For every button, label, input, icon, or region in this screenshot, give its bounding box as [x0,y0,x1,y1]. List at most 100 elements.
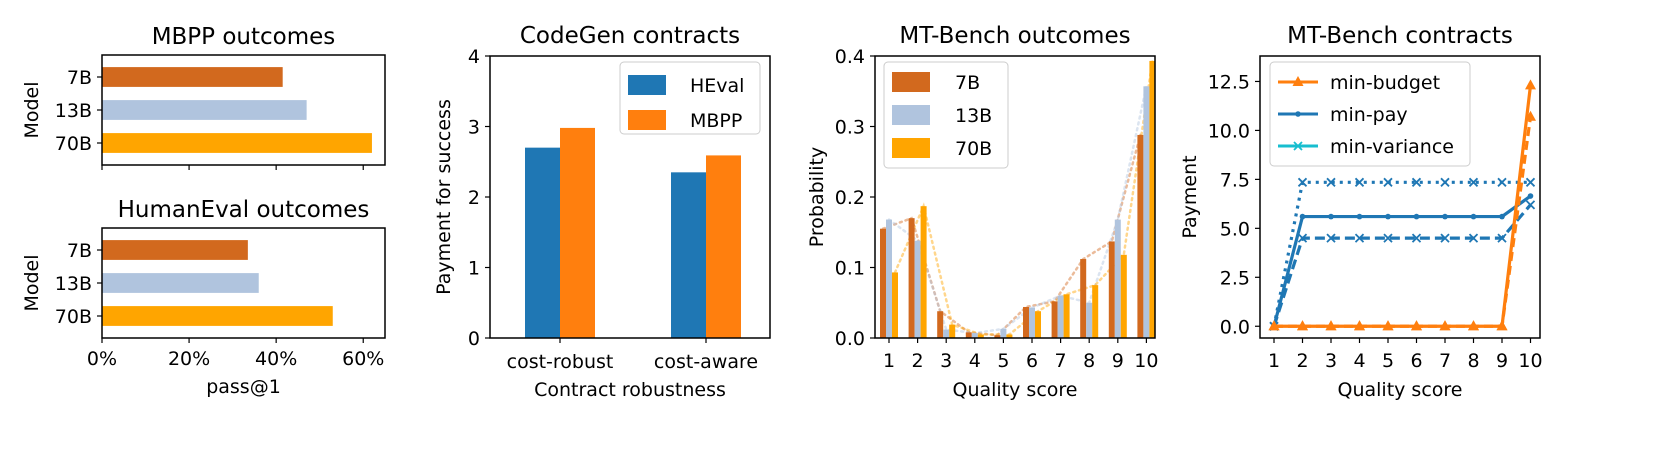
legend: min-budget min-pay min-variance [1269,61,1471,167]
x-tick-label: 3 [940,350,952,372]
x-tick-label: 9 [1496,350,1508,372]
y-tick-label: 0.4 [835,46,865,68]
legend-label: min-pay [1330,104,1408,126]
point [1299,213,1306,220]
bar-70b-5 [1006,334,1013,338]
x-axis-label: pass@1 [206,376,281,398]
bar-7b [102,67,283,87]
y-axis-label: Payment for success [433,99,455,295]
legend-label: 70B [955,138,992,160]
y-tick-label: 70B [55,306,92,328]
series-min-variance-alt [1269,200,1536,331]
legend: 7B 13B 70B [883,61,1009,169]
series-min-budget-alt [1268,110,1536,331]
y-tick-label: 70B [55,133,92,155]
y-axis-label: Model [21,81,43,138]
x-tick-label: 1 [1268,350,1280,372]
y-axis-label: Model [21,254,43,311]
x-axis-label: Quality score [953,379,1078,401]
y-tick-label: 12.5 [1208,71,1250,93]
y-tick-label: 10.0 [1208,120,1250,142]
point [1354,320,1365,331]
x-tick-label: 40% [255,348,297,370]
series-line [1272,194,1532,327]
chart-title: CodeGen contracts [520,23,740,49]
point [1328,213,1334,220]
bar-13b-7 [1057,295,1064,338]
x-tick-label: 0% [87,348,117,370]
x-tick-label: 10 [1134,350,1158,372]
legend-marker [1293,141,1303,151]
y-tick-label: 0.3 [835,117,865,139]
plot-area [1259,55,1541,339]
bar-13b [102,100,307,120]
y-tick-label: 2 [468,187,480,209]
bar-7b-10 [1137,134,1144,338]
x-tick-label: 6 [1410,350,1422,372]
y-tick-label: 0.0 [835,328,865,350]
point [1525,200,1536,210]
point [1470,213,1477,220]
point [1297,177,1308,187]
legend-label: min-variance [1330,136,1454,158]
point [1297,233,1308,243]
x-tick-label: 2 [912,350,924,372]
plot-area [101,227,386,339]
bar-70b-1 [892,272,898,338]
y-tick-label: 1 [468,258,480,280]
point [1442,213,1448,220]
point [1468,233,1479,243]
point [1383,177,1393,187]
point [1440,177,1450,187]
bar-7b-6 [1023,306,1029,338]
bar-mbpp-cost-robust [560,127,595,338]
legend-label: 13B [955,105,992,127]
y-tick-label: 7B [67,67,92,89]
bar-13b-8 [1086,302,1093,338]
x-tick-label: 7 [1439,350,1451,372]
point [1383,233,1393,243]
point [1356,213,1363,220]
bar-7b-9 [1108,241,1115,338]
x-tick-label: 3 [1325,350,1337,372]
x-tick-label: 20% [168,348,210,370]
x-tick-label: 8 [1083,350,1095,372]
bar-mbpp-cost-aware [706,155,741,338]
bar-70b-10 [1149,60,1156,339]
series-min-variance [1269,177,1536,331]
plot-area [101,54,386,166]
x-axis-label: Quality score [1338,379,1463,401]
point [1468,177,1479,187]
bar-70b [102,306,333,326]
point [1496,320,1508,331]
point [1439,320,1451,331]
y-tick-label: 13B [55,100,92,122]
x-tick-label: 4 [1353,350,1365,372]
point [1525,177,1536,187]
y-tick-label: 7.5 [1220,169,1250,191]
bar-7b-7 [1051,301,1058,338]
x-tick-label: 60% [342,348,384,370]
y-tick-label: 5.0 [1220,218,1250,240]
bar-70b-6 [1035,311,1041,338]
y-tick-label: 13B [55,273,92,295]
bar-70b-8 [1092,285,1099,338]
y-tick-label: 7B [67,240,92,262]
point [1354,177,1365,187]
point [1385,213,1391,220]
series-line [1274,116,1533,328]
x-tick-label: 5 [1382,350,1394,372]
x-tick-label: 2 [1296,350,1308,372]
point [1297,320,1308,331]
bar-heval-cost-aware [671,172,706,338]
legend-marker [1295,111,1301,117]
chart-title: HumanEval outcomes [118,197,370,223]
bar-7b-2 [908,218,915,338]
legend-label: 7B [955,72,980,94]
point [1325,320,1337,331]
point [1382,320,1394,331]
x-tick-label: 6 [1026,350,1038,372]
x-tick-label: 4 [969,350,981,372]
legend-marker [1292,76,1304,86]
